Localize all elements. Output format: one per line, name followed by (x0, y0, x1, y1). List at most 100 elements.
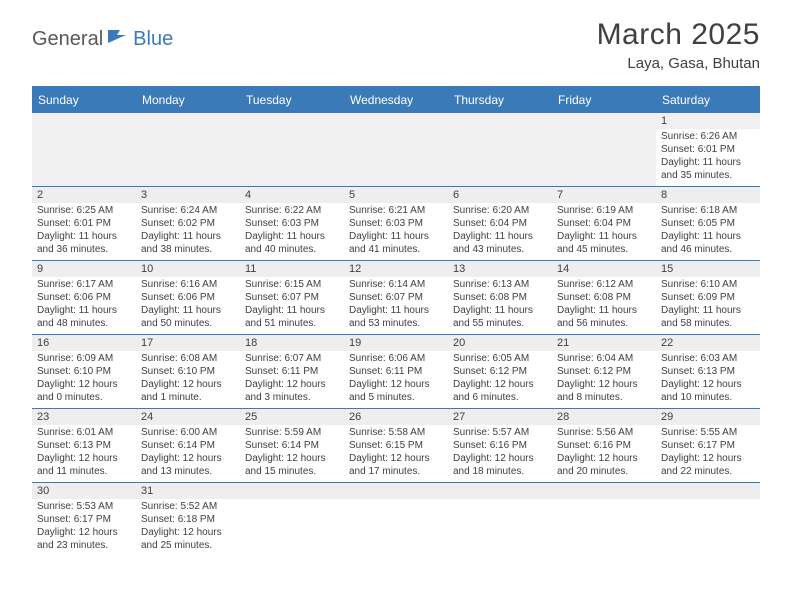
day-info-line: Sunrise: 6:19 AM (557, 204, 651, 217)
day-cell: Sunrise: 6:16 AMSunset: 6:06 PMDaylight:… (136, 277, 240, 334)
day-info-line: Sunset: 6:12 PM (557, 365, 651, 378)
day-cell: Sunrise: 5:58 AMSunset: 6:15 PMDaylight:… (344, 425, 448, 482)
day-info-line: Daylight: 11 hours (557, 230, 651, 243)
day-info-line: Sunrise: 6:14 AM (349, 278, 443, 291)
day-info-line: Sunrise: 6:12 AM (557, 278, 651, 291)
day-info-line: Sunrise: 6:09 AM (37, 352, 131, 365)
day-info-line: Sunrise: 6:16 AM (141, 278, 235, 291)
dayheader: Tuesday (240, 88, 344, 112)
day-info-line: and 23 minutes. (37, 539, 131, 552)
day-info-line: Daylight: 11 hours (245, 230, 339, 243)
day-info-line: Sunrise: 6:24 AM (141, 204, 235, 217)
day-info-line: Daylight: 12 hours (349, 452, 443, 465)
day-info-line: Sunset: 6:04 PM (557, 217, 651, 230)
dayheader: Wednesday (344, 88, 448, 112)
day-info-line: and 55 minutes. (453, 317, 547, 330)
day-number: 13 (448, 261, 552, 277)
day-info-line: and 38 minutes. (141, 243, 235, 256)
day-info-line: and 36 minutes. (37, 243, 131, 256)
day-info-line: Daylight: 12 hours (245, 452, 339, 465)
day-cell: Sunrise: 6:15 AMSunset: 6:07 PMDaylight:… (240, 277, 344, 334)
title-block: March 2025 Laya, Gasa, Bhutan (597, 18, 760, 72)
logo-text-general: General (32, 28, 103, 51)
day-number: 11 (240, 261, 344, 277)
day-number: 7 (552, 187, 656, 203)
day-info-line: and 48 minutes. (37, 317, 131, 330)
day-info-line: Sunrise: 6:03 AM (661, 352, 755, 365)
day-cell: Sunrise: 5:59 AMSunset: 6:14 PMDaylight:… (240, 425, 344, 482)
day-info-line: and 20 minutes. (557, 465, 651, 478)
day-info-line: and 51 minutes. (245, 317, 339, 330)
day-info-line: and 5 minutes. (349, 391, 443, 404)
day-number: 12 (344, 261, 448, 277)
day-info-line: Sunset: 6:18 PM (141, 513, 235, 526)
day-info-line: Sunset: 6:17 PM (661, 439, 755, 452)
day-number: 30 (32, 483, 136, 499)
week-body: Sunrise: 6:09 AMSunset: 6:10 PMDaylight:… (32, 351, 760, 408)
daynum-strip: 1 (32, 112, 760, 129)
day-cell: Sunrise: 6:24 AMSunset: 6:02 PMDaylight:… (136, 203, 240, 260)
day-number: 24 (136, 409, 240, 425)
day-number: 29 (656, 409, 760, 425)
day-info-line: and 1 minute. (141, 391, 235, 404)
day-cell (344, 129, 448, 186)
day-number (552, 113, 656, 129)
day-number: 28 (552, 409, 656, 425)
day-info-line: and 56 minutes. (557, 317, 651, 330)
day-info-line: Sunset: 6:16 PM (557, 439, 651, 452)
day-info-line: and 18 minutes. (453, 465, 547, 478)
day-info-line: Sunrise: 6:26 AM (661, 130, 755, 143)
day-cell: Sunrise: 6:07 AMSunset: 6:11 PMDaylight:… (240, 351, 344, 408)
day-info-line: and 46 minutes. (661, 243, 755, 256)
day-info-line: Daylight: 12 hours (141, 378, 235, 391)
day-info-line: Sunset: 6:08 PM (557, 291, 651, 304)
day-info-line: Sunset: 6:07 PM (245, 291, 339, 304)
day-info-line: Sunset: 6:04 PM (453, 217, 547, 230)
day-cell: Sunrise: 6:05 AMSunset: 6:12 PMDaylight:… (448, 351, 552, 408)
flag-icon (107, 29, 129, 50)
day-info-line: Sunrise: 6:01 AM (37, 426, 131, 439)
week-body: Sunrise: 6:26 AMSunset: 6:01 PMDaylight:… (32, 129, 760, 186)
day-info-line: Sunset: 6:06 PM (141, 291, 235, 304)
day-info-line: Sunrise: 5:58 AM (349, 426, 443, 439)
day-number: 15 (656, 261, 760, 277)
day-number (656, 483, 760, 499)
daynum-strip: 16171819202122 (32, 334, 760, 351)
day-number: 23 (32, 409, 136, 425)
day-info-line: Daylight: 11 hours (557, 304, 651, 317)
day-number: 25 (240, 409, 344, 425)
day-info-line: Sunset: 6:09 PM (661, 291, 755, 304)
day-cell: Sunrise: 6:10 AMSunset: 6:09 PMDaylight:… (656, 277, 760, 334)
day-cell (136, 129, 240, 186)
day-info-line: Sunrise: 6:25 AM (37, 204, 131, 217)
day-info-line: Sunset: 6:03 PM (245, 217, 339, 230)
day-cell: Sunrise: 6:04 AMSunset: 6:12 PMDaylight:… (552, 351, 656, 408)
day-info-line: and 41 minutes. (349, 243, 443, 256)
day-cell: Sunrise: 6:25 AMSunset: 6:01 PMDaylight:… (32, 203, 136, 260)
dayheader: Sunday (32, 88, 136, 112)
day-info-line: Daylight: 12 hours (245, 378, 339, 391)
day-info-line: and 13 minutes. (141, 465, 235, 478)
day-info-line: Sunrise: 6:20 AM (453, 204, 547, 217)
day-info-line: and 8 minutes. (557, 391, 651, 404)
day-info-line: and 45 minutes. (557, 243, 651, 256)
day-number: 22 (656, 335, 760, 351)
day-info-line: Daylight: 12 hours (349, 378, 443, 391)
daynum-strip: 23242526272829 (32, 408, 760, 425)
day-info-line: Daylight: 12 hours (661, 378, 755, 391)
calendar: SundayMondayTuesdayWednesdayThursdayFrid… (32, 86, 760, 556)
dayheader: Saturday (656, 88, 760, 112)
day-cell: Sunrise: 6:26 AMSunset: 6:01 PMDaylight:… (656, 129, 760, 186)
day-info-line: Daylight: 11 hours (141, 304, 235, 317)
day-info-line: Sunrise: 6:21 AM (349, 204, 443, 217)
day-info-line: Sunrise: 6:00 AM (141, 426, 235, 439)
daynum-strip: 9101112131415 (32, 260, 760, 277)
day-number (136, 113, 240, 129)
dayheader: Thursday (448, 88, 552, 112)
day-info-line: Sunset: 6:13 PM (37, 439, 131, 452)
day-info-line: Sunrise: 5:53 AM (37, 500, 131, 513)
header: General Blue March 2025 Laya, Gasa, Bhut… (0, 0, 792, 80)
day-number: 21 (552, 335, 656, 351)
day-info-line: Daylight: 11 hours (453, 230, 547, 243)
day-cell: Sunrise: 6:14 AMSunset: 6:07 PMDaylight:… (344, 277, 448, 334)
